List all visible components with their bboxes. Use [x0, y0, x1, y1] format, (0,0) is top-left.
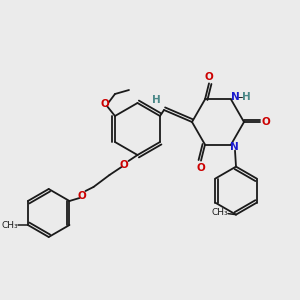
Text: H: H [152, 95, 160, 105]
Text: O: O [205, 72, 213, 82]
Text: O: O [100, 99, 109, 109]
Text: O: O [77, 191, 86, 201]
Text: N: N [231, 92, 239, 102]
Text: O: O [262, 117, 270, 127]
Text: H: H [242, 92, 250, 102]
Text: N: N [230, 142, 238, 152]
Text: CH₃: CH₃ [2, 220, 18, 230]
Text: O: O [119, 160, 128, 170]
Text: CH₃: CH₃ [212, 208, 228, 217]
Text: O: O [196, 163, 206, 172]
